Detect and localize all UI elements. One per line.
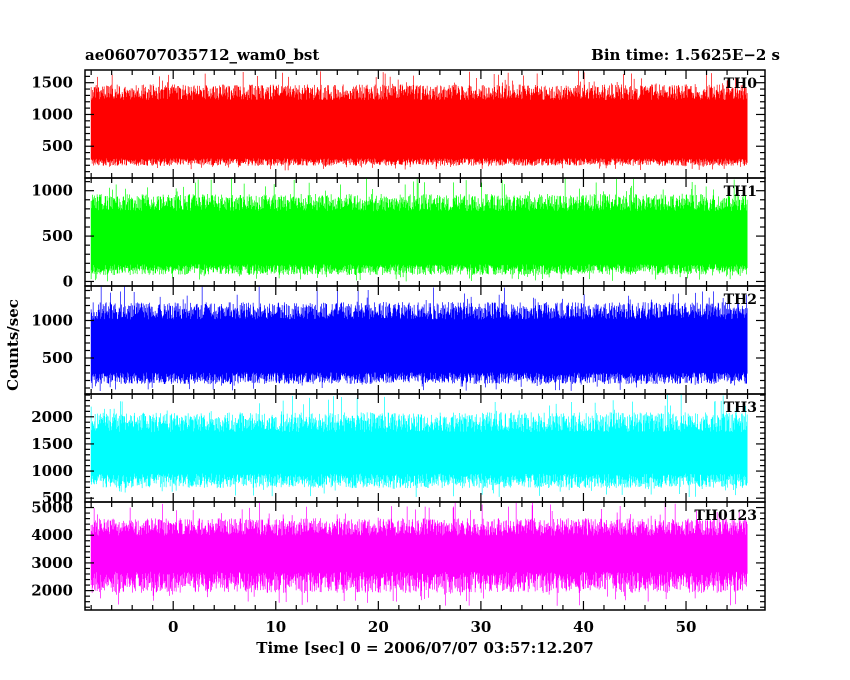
y-tick-label: 5000 bbox=[31, 499, 73, 517]
panel-label-th0: TH0 bbox=[724, 76, 758, 92]
y-tick-label: 3000 bbox=[31, 554, 73, 572]
y-tick-label: 500 bbox=[42, 137, 73, 155]
y-tick-label: 0 bbox=[63, 272, 73, 290]
y-tick-label: 1000 bbox=[31, 182, 73, 200]
y-tick-label: 1500 bbox=[31, 435, 73, 453]
x-tick-label: 10 bbox=[265, 618, 286, 636]
y-tick-label: 1500 bbox=[31, 74, 73, 92]
panel-label-th2: TH2 bbox=[724, 292, 757, 308]
bin-time-label: Bin time: 1.5625E−2 s bbox=[591, 46, 780, 64]
y-tick-label: 500 bbox=[42, 489, 73, 507]
panel-label-th1: TH1 bbox=[724, 184, 757, 200]
y-axis-label: Counts/sec bbox=[4, 299, 22, 391]
series-th0123 bbox=[90, 502, 748, 606]
x-tick-label: 40 bbox=[573, 618, 594, 636]
panel-label-th0123: TH0123 bbox=[694, 508, 757, 524]
x-axis-label: Time [sec] 0 = 2006/07/07 03:57:12.207 bbox=[256, 639, 593, 657]
series-th2 bbox=[90, 286, 748, 391]
series-th0 bbox=[90, 70, 748, 171]
y-tick-label: 1000 bbox=[31, 312, 73, 330]
x-tick-label: 20 bbox=[368, 618, 389, 636]
series-th3 bbox=[90, 394, 748, 497]
panel-frame-th0123 bbox=[84, 501, 766, 611]
y-tick-label: 1000 bbox=[31, 462, 73, 480]
x-tick-label: 50 bbox=[676, 618, 697, 636]
x-tick-label: 30 bbox=[470, 618, 491, 636]
panel-label-th3: TH3 bbox=[724, 400, 757, 416]
y-tick-label: 2000 bbox=[31, 408, 73, 426]
x-tick-label: 0 bbox=[168, 618, 178, 636]
series-th1 bbox=[90, 178, 748, 282]
y-tick-label: 500 bbox=[42, 349, 73, 367]
y-tick-label: 500 bbox=[42, 227, 73, 245]
y-tick-label: 2000 bbox=[31, 582, 73, 600]
y-tick-label: 1000 bbox=[31, 105, 73, 123]
chart-title: ae060707035712_wam0_bst bbox=[85, 46, 319, 64]
y-tick-label: 4000 bbox=[31, 526, 73, 544]
